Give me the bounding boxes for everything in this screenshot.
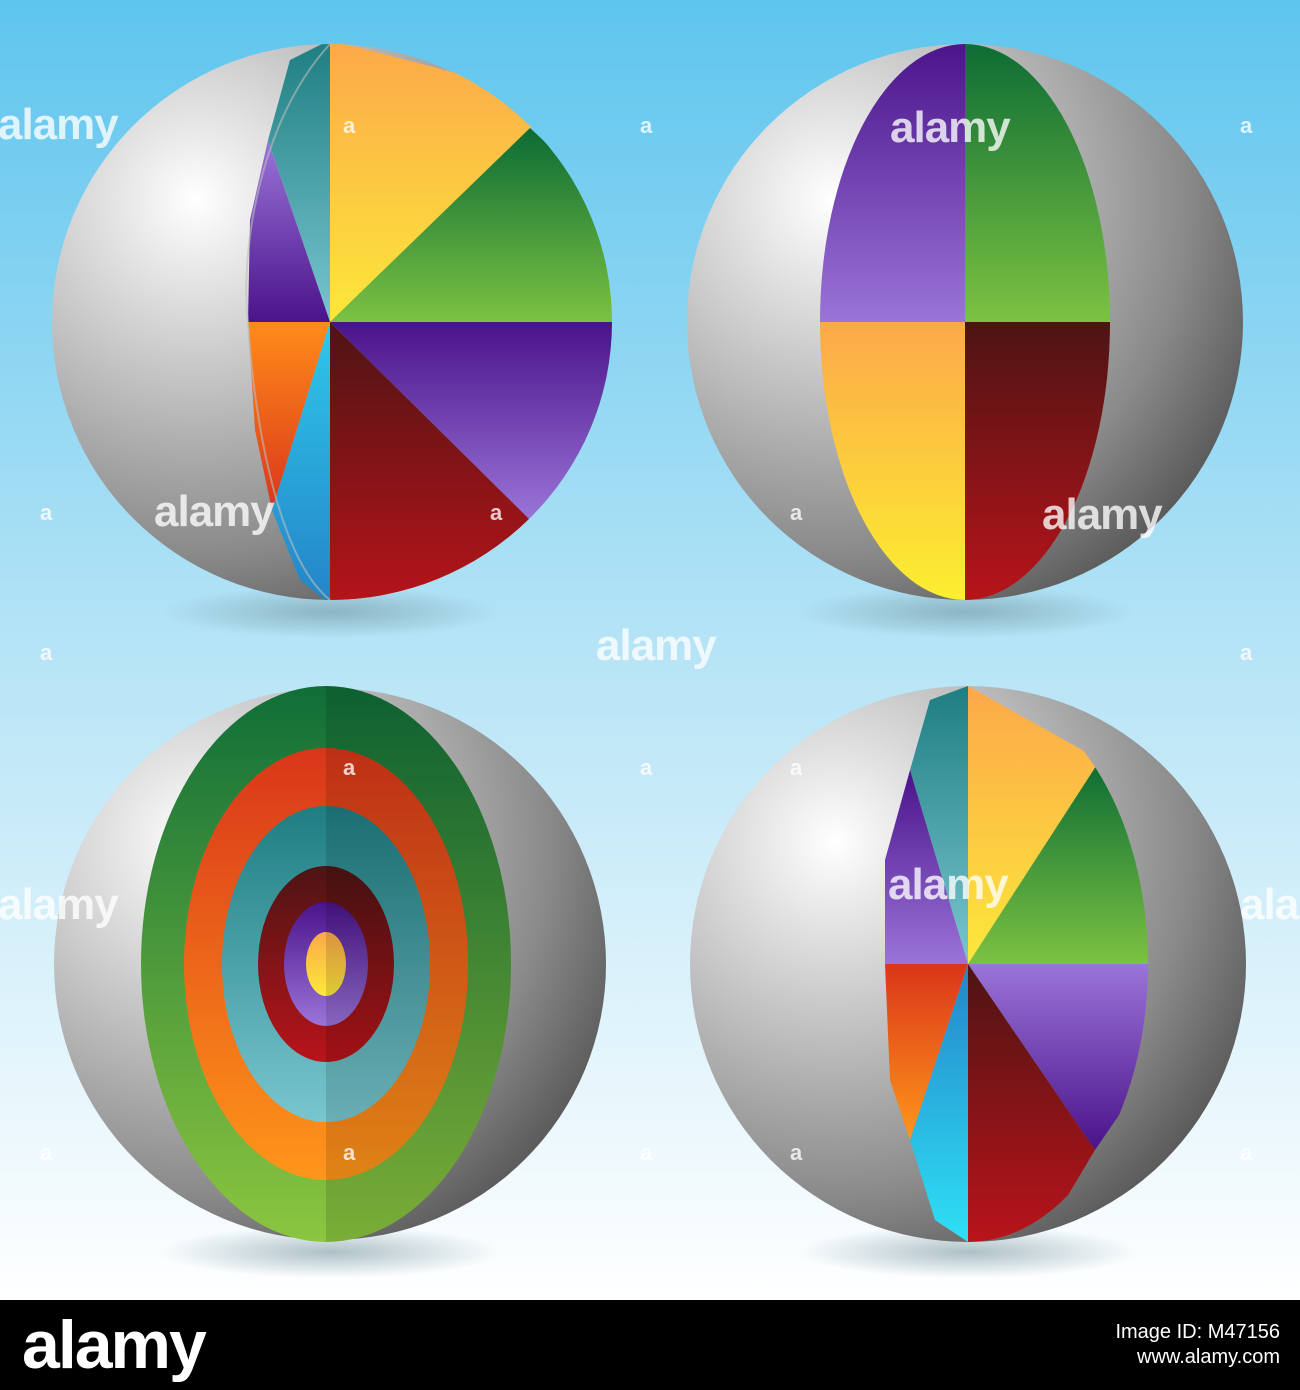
sphere-charts-illustration bbox=[0, 0, 1300, 1300]
slice-dark-red bbox=[330, 322, 530, 600]
sphere-shadow bbox=[798, 1226, 1138, 1278]
sphere-shadow bbox=[160, 586, 500, 638]
pie-sphere-icon bbox=[690, 686, 1246, 1242]
slice-orange-narrow bbox=[885, 964, 968, 1140]
target-sphere-icon bbox=[54, 686, 606, 1242]
slice-blue-narrow bbox=[910, 964, 968, 1242]
slice-blue-narrow bbox=[272, 322, 330, 600]
layer-shade bbox=[326, 686, 511, 1242]
cut-face-edge bbox=[245, 43, 331, 601]
sphere-shadow bbox=[795, 586, 1135, 638]
slice-orange bbox=[330, 44, 560, 322]
slice-green bbox=[330, 128, 612, 322]
slice-teal bbox=[268, 44, 330, 322]
slice-purple-narrow bbox=[248, 140, 330, 322]
quarter-sphere-icon bbox=[687, 44, 1243, 600]
layer-yellow-core bbox=[306, 932, 346, 996]
image-id-label: Image ID: M47156 bbox=[1115, 1321, 1280, 1343]
alamy-logo[interactable]: alamy bbox=[22, 1307, 207, 1383]
image-info: Image ID: M47156 www.alamy.com bbox=[1115, 1320, 1280, 1370]
slice-teal bbox=[910, 686, 968, 964]
slice-purple bbox=[330, 322, 612, 520]
slice-dark-red bbox=[968, 964, 1095, 1242]
pie-sphere-icon bbox=[52, 43, 612, 601]
slice-green bbox=[968, 760, 1148, 964]
slice-purple bbox=[968, 964, 1148, 1150]
sphere-shadow bbox=[160, 1226, 500, 1278]
footer-bar: alamy Image ID: M47156 www.alamy.com bbox=[0, 1300, 1300, 1390]
slice-purple-narrow bbox=[885, 770, 968, 964]
site-link[interactable]: www.alamy.com bbox=[1137, 1346, 1280, 1368]
slice-orange bbox=[968, 686, 1100, 964]
slice-orange-narrow bbox=[248, 322, 330, 510]
